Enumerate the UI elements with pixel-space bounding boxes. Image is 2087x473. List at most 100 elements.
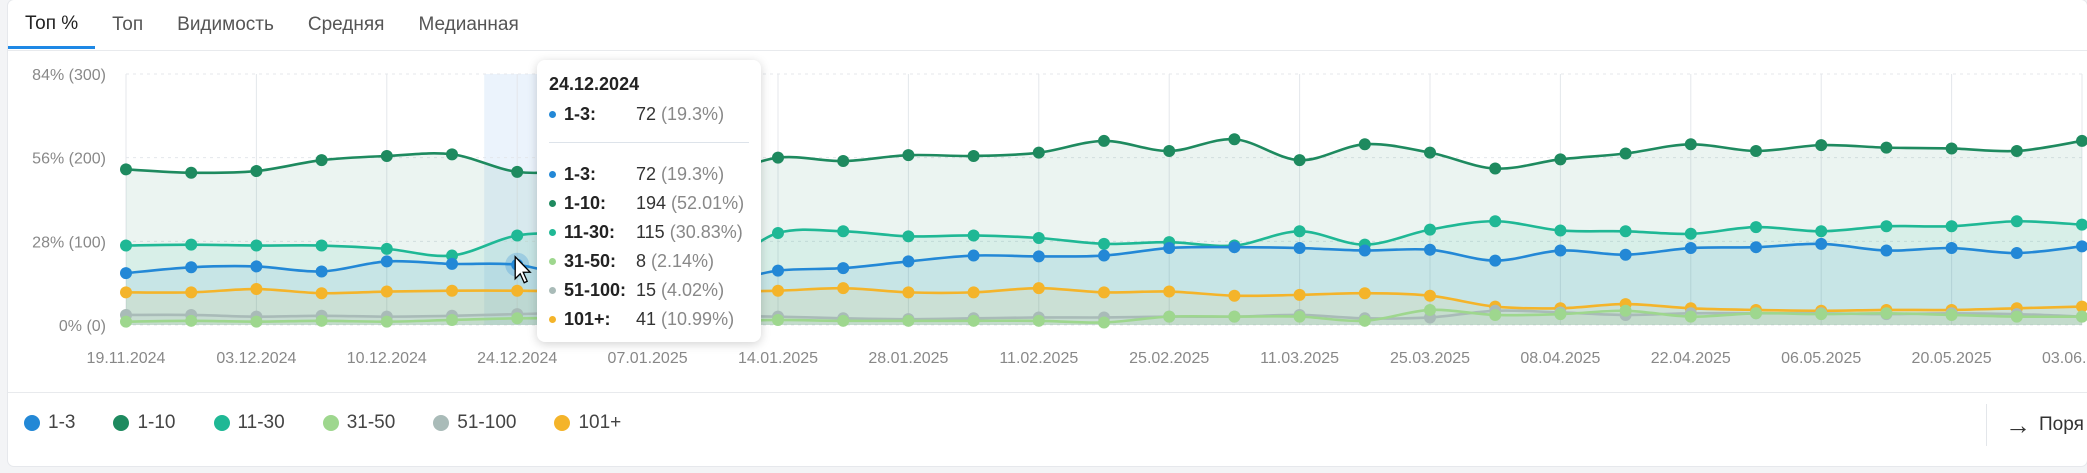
chart-panel	[8, 0, 2087, 466]
tooltip-percent: (19.3%)	[661, 104, 725, 124]
data-point-1-10	[1293, 154, 1306, 167]
data-point-31-50	[1750, 307, 1762, 320]
legend-item[interactable]: 11-30	[213, 412, 285, 434]
x-tick-label: 20.05.2025	[1912, 350, 1992, 367]
data-point-1-10	[1163, 144, 1176, 157]
tab-top[interactable]: Топ	[112, 14, 144, 35]
data-point-11-30	[2076, 218, 2087, 231]
legend-label: 1-3	[48, 412, 76, 433]
tab-visibility[interactable]: Видимость	[177, 14, 274, 35]
data-point-31-50	[511, 312, 524, 325]
tooltip-label: 1-3:	[564, 164, 597, 184]
data-point-101+	[902, 286, 915, 299]
chart-tooltip: 24.12.2024 1-3: 72 (19.3%) 1-3: 72 (19.3%)…	[537, 60, 761, 342]
tooltip-value: 8	[636, 251, 647, 271]
data-point-31-50	[315, 314, 328, 327]
tab-average[interactable]: Средняя	[307, 14, 385, 35]
metric-tabs: Топ % Топ Видимость Средняя Медианная	[8, 0, 536, 50]
data-point-31-50	[2076, 310, 2087, 323]
data-point-1-10	[1489, 162, 1502, 175]
legend-item[interactable]: 1-10	[113, 412, 176, 434]
data-point-101+	[1163, 285, 1176, 298]
legend-dot	[24, 415, 40, 431]
data-point-11-30	[1619, 225, 1632, 238]
data-point-101+	[380, 285, 393, 298]
x-tick-label: 03.12.2024	[216, 350, 296, 367]
data-point-31-50	[1619, 304, 1632, 317]
data-point-31-50	[380, 315, 393, 328]
data-point-31-50	[967, 314, 980, 327]
legend-dot	[213, 415, 230, 431]
legend-item[interactable]: 31-50	[322, 412, 395, 434]
data-point-1-10	[902, 149, 915, 162]
data-point-1-10	[1945, 142, 1958, 155]
data-point-1-10	[446, 148, 458, 161]
data-point-1-10	[380, 149, 393, 162]
data-point-31-50	[1163, 310, 1176, 323]
data-point-11-30	[1424, 223, 1436, 236]
chart-legend: 1-3 1-10 11-30 31-50 51-100 101+	[24, 412, 659, 434]
legend-item[interactable]: 51-100	[433, 412, 516, 434]
data-point-11-30	[1684, 227, 1697, 240]
data-point-11-30	[2010, 215, 2023, 228]
tooltip-percent: (52.01%)	[671, 193, 745, 213]
tab-top-percent[interactable]: Топ %	[8, 1, 96, 49]
tab-median[interactable]: Медианная	[418, 14, 519, 35]
tooltip-percent: (19.3%)	[661, 164, 725, 184]
data-point-1-3	[120, 267, 132, 280]
legend-item[interactable]: 1-3	[24, 412, 75, 434]
x-tick-label: 24.12.2024	[477, 350, 557, 367]
tooltip-row: 11-30: 115 (30.83%)	[549, 222, 743, 243]
data-point-1-10	[2010, 144, 2023, 157]
data-point-1-3	[1424, 243, 1436, 256]
tooltip-label: 101+:	[564, 309, 611, 329]
tooltip-row: 1-10: 194 (52.01%)	[549, 193, 744, 214]
data-point-101+	[185, 286, 198, 299]
data-point-1-3	[1228, 241, 1241, 254]
data-point-11-30	[1945, 220, 1958, 233]
data-point-1-3	[772, 264, 784, 277]
x-tick-label: 14.01.2025	[738, 350, 818, 367]
data-point-31-50	[1880, 307, 1893, 320]
tooltip-value: 72	[636, 104, 657, 124]
legend-item[interactable]: 101+	[554, 412, 621, 434]
tooltip-dot	[549, 111, 556, 118]
legend-label: 101+	[578, 412, 622, 433]
data-point-1-3	[185, 261, 198, 274]
tooltip-label: 11-30:	[564, 222, 616, 242]
data-point-1-3	[315, 265, 328, 278]
data-point-11-30	[1032, 231, 1045, 244]
data-point-1-3	[1163, 242, 1176, 255]
data-point-31-50	[902, 314, 915, 327]
data-point-31-50	[1293, 310, 1306, 323]
tooltip-label: 1-3:	[564, 104, 597, 124]
data-point-1-3	[1619, 248, 1632, 261]
legend-dot	[113, 415, 130, 431]
data-point-31-50	[120, 315, 132, 328]
data-point-1-3	[1032, 250, 1045, 263]
data-point-31-50	[1489, 308, 1502, 321]
line-chart[interactable]: 84% (300) 56% (200) 28% (100) 0% (0) 19.11.2…	[0, 0, 2087, 380]
data-point-1-3	[1293, 242, 1306, 255]
chart-svg[interactable]: 84% (300) 56% (200) 28% (100) 0% (0) 19.11.2…	[0, 0, 2087, 380]
x-tick-label: 25.02.2025	[1129, 350, 1209, 367]
data-point-31-50	[1358, 314, 1371, 327]
x-tick-label: 25.03.2025	[1390, 350, 1470, 367]
data-point-1-10	[967, 149, 980, 162]
data-point-101+	[1032, 282, 1045, 295]
y-tick-label: 0% (0)	[59, 318, 106, 335]
data-point-101+	[837, 282, 850, 295]
data-point-31-50	[1815, 308, 1828, 321]
data-point-11-30	[1293, 225, 1306, 238]
tooltip-label: 51-100:	[564, 280, 627, 300]
data-point-1-10	[1424, 146, 1436, 159]
data-point-31-50	[446, 313, 458, 326]
sort-button[interactable]: → Поря	[1986, 404, 2087, 446]
data-point-11-30	[1098, 237, 1110, 250]
tooltip-date: 24.12.2024	[549, 74, 640, 94]
data-point-1-10	[1032, 146, 1045, 159]
data-point-1-10	[250, 165, 263, 178]
mouse-cursor-icon	[514, 255, 532, 284]
data-point-101+	[446, 284, 458, 297]
tooltip-percent: (2.14%)	[651, 251, 715, 271]
